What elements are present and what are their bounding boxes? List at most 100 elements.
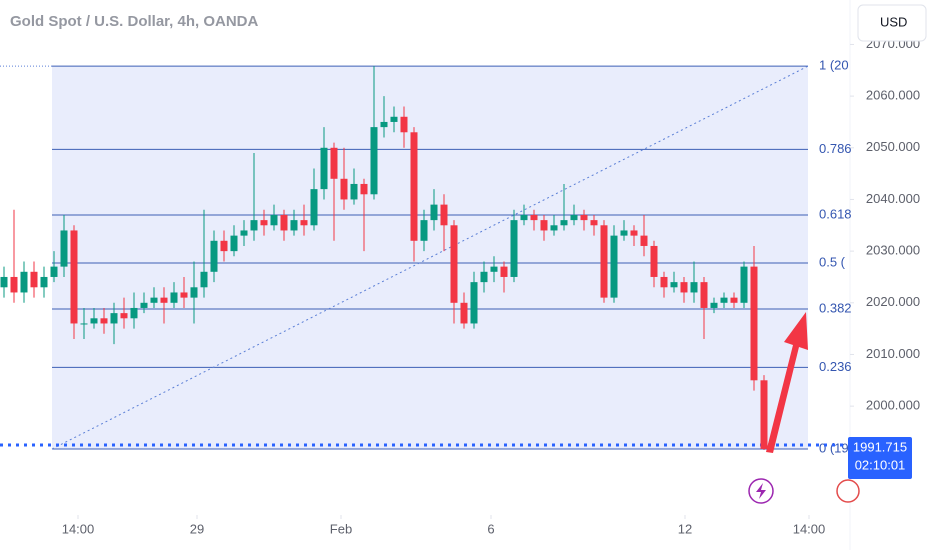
candle-body — [420, 220, 428, 241]
y-tick-label: 2020.000 — [866, 294, 920, 309]
y-tick-label: 2040.000 — [866, 191, 920, 206]
fib-level-label: 0.236 — [819, 359, 852, 374]
candle-body — [260, 220, 268, 226]
last-price-label: 1991.715 — [853, 439, 907, 454]
candle-body — [310, 189, 318, 226]
candle-body — [470, 282, 478, 324]
fib-level-label: 0.786 — [819, 141, 852, 156]
candle-body — [370, 127, 378, 195]
candle-body — [580, 214, 588, 221]
candle-body — [510, 220, 518, 277]
candle-body — [10, 276, 18, 293]
y-tick-label: 2000.000 — [866, 398, 920, 413]
candle-body — [350, 183, 358, 200]
candle-body — [30, 271, 38, 288]
candle-body — [550, 225, 558, 231]
candle-body — [380, 121, 388, 128]
candle-body — [300, 220, 308, 226]
fib-level-label: 0.382 — [819, 300, 852, 315]
candle-body — [480, 271, 488, 283]
x-tick-label: 29 — [190, 521, 204, 536]
candle-body — [200, 271, 208, 288]
candle-body — [610, 235, 618, 298]
candle-body — [210, 240, 218, 272]
candle-body — [110, 313, 118, 324]
candle-body — [70, 230, 78, 324]
candle-body — [340, 178, 348, 200]
candle-body — [690, 282, 698, 293]
candle-body — [600, 225, 608, 298]
candle-body — [440, 204, 448, 226]
candle-body — [400, 116, 408, 133]
candle-body — [170, 292, 178, 303]
x-tick-label: Feb — [330, 521, 352, 536]
candle-body — [730, 297, 738, 303]
candle-body — [710, 302, 718, 308]
candle-body — [430, 204, 438, 221]
fib-level-label: 1 (20 — [819, 58, 849, 73]
candle-body — [120, 313, 128, 319]
candle-body — [620, 230, 628, 236]
candle-body — [750, 266, 758, 381]
candle-body — [460, 302, 468, 324]
chart-title: Gold Spot / U.S. Dollar, 4h, OANDA — [10, 13, 259, 30]
currency-button[interactable] — [857, 4, 927, 42]
candle-body — [640, 235, 648, 246]
x-tick-label: 14:00 — [793, 521, 826, 536]
annotation-arrow — [766, 312, 808, 453]
candle-body — [80, 323, 88, 325]
candle-body — [560, 220, 568, 226]
candle-body — [90, 318, 98, 324]
y-tick-label: 2030.000 — [866, 243, 920, 258]
candle-body — [590, 220, 598, 226]
candle-body — [500, 266, 508, 277]
candle-body — [530, 214, 538, 221]
y-tick-label: 2010.000 — [866, 346, 920, 361]
fib-trend-line — [51, 65, 809, 450]
x-tick-label: 6 — [487, 521, 494, 536]
candle-body — [740, 266, 748, 303]
candle-body — [150, 297, 158, 303]
flag-icon[interactable] — [836, 479, 860, 503]
candle-body — [760, 380, 768, 449]
candle-body — [700, 282, 708, 308]
countdown-label: 02:10:01 — [855, 457, 906, 472]
candle-body — [190, 287, 198, 298]
y-tick-label: 2060.000 — [866, 88, 920, 103]
candle-body — [130, 307, 138, 319]
candle-body — [390, 116, 398, 122]
candle-body — [450, 225, 458, 303]
candle-body — [60, 230, 68, 267]
candle-body — [40, 276, 48, 288]
candle-body — [250, 220, 258, 231]
candle-body — [520, 214, 528, 221]
candle-body — [20, 271, 28, 293]
candle-body — [720, 297, 728, 303]
fib-level-label: 0.618 — [819, 206, 852, 221]
candle-body — [270, 214, 278, 226]
candle-body — [360, 183, 368, 195]
candle-body — [100, 318, 108, 324]
candle-body — [160, 297, 168, 303]
candle-body — [680, 282, 688, 293]
candle-body — [230, 235, 238, 252]
candle-body — [290, 220, 298, 231]
candle-body — [140, 302, 148, 308]
y-tick-label: 2050.000 — [866, 139, 920, 154]
candle-body — [570, 214, 578, 221]
candle-body — [0, 276, 8, 288]
candle-body — [240, 230, 248, 236]
candle-body — [220, 240, 228, 252]
candle-body — [50, 266, 58, 277]
fib-level-label: 0.5 ( — [819, 254, 846, 269]
currency-label[interactable]: USD — [880, 14, 907, 29]
event-icon-bolt — [756, 483, 766, 499]
candle-body — [180, 292, 188, 298]
x-tick-label: 12 — [678, 521, 692, 536]
candle-body — [320, 147, 328, 190]
candle-body — [330, 147, 338, 179]
x-tick-label: 14:00 — [62, 521, 95, 536]
candle-body — [630, 230, 638, 236]
candle-body — [490, 266, 498, 272]
